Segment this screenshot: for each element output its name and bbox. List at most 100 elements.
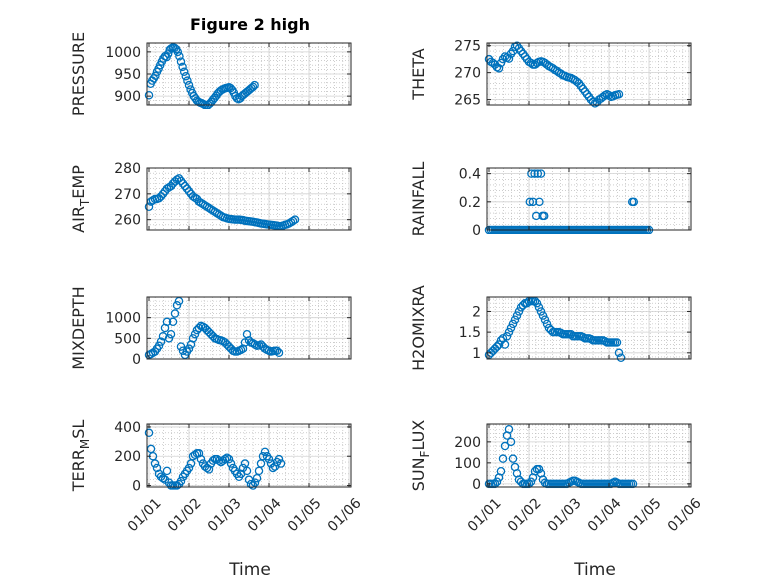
data-point [526,58,536,68]
data-markers [144,296,284,360]
y-tick-label: 1000 [105,311,141,327]
data-point [506,437,516,447]
data-point [530,169,539,178]
y-tick-label: 260 [114,213,141,229]
plot-area [487,168,691,230]
data-point [492,342,502,351]
subplot-6: 1 1.5 2 H2OMIXRA [409,285,692,371]
data-point [494,64,504,73]
data-point [538,311,548,320]
plot-area [487,43,691,105]
y-tick-label: 0 [472,477,481,493]
data-point [268,463,278,473]
data-point [181,71,191,81]
data-markers [484,296,626,363]
subplot-1: 900 950 1000 PRESSURE [69,32,352,116]
y-axis-label: MIXDEPTH [69,286,88,369]
data-point [175,52,184,61]
x-axis-label-left: Time [228,560,271,580]
data-point [236,345,246,355]
data-point [184,344,194,353]
data-point [176,476,186,486]
y-tick-label: 275 [454,39,481,55]
subplot-5: 0 500 1000 MIXDEPTH [69,286,352,370]
data-point [556,328,566,338]
data-point [586,334,596,344]
data-point [614,348,624,358]
data-point [190,450,200,460]
data-point [518,301,528,310]
data-point [504,327,514,337]
data-point [173,47,183,57]
data-point [264,454,274,464]
axes-frame [486,167,692,231]
data-point [156,192,166,201]
data-point [531,211,541,221]
y-axis-label: THETA [409,48,428,100]
data-point [214,456,224,465]
data-point [246,479,256,489]
data-point [260,447,270,457]
data-point [170,309,180,318]
y-tick-label: 270 [114,187,141,203]
axes-frame [146,167,352,231]
data-point [162,466,172,476]
axes-frame [486,423,692,488]
data-point [539,211,549,221]
y-tick-label: 0.4 [459,167,481,183]
data-point [512,311,522,320]
data-point [194,323,204,333]
data-point [176,342,186,351]
y-tick-label: 1000 [105,45,141,61]
data-point [604,91,614,100]
data-point [150,459,160,468]
data-point [166,329,176,339]
data-point [179,67,189,77]
data-markers [484,41,624,108]
y-tick-label: 900 [114,89,141,105]
data-point [208,456,218,465]
data-point [242,466,252,476]
data-point [534,303,544,312]
data-point [526,477,536,486]
data-point [504,424,514,434]
y-tick-label: 280 [114,161,141,177]
data-point [184,186,194,196]
data-point [530,296,540,306]
data-point [151,71,160,81]
data-point [156,337,166,346]
data-markers [144,174,300,231]
data-point [144,202,154,211]
y-tick-label: 200 [114,449,141,465]
data-point [226,459,236,468]
subplot-3: 260 270 280 AIRTEMP [69,161,352,233]
data-point [183,76,192,85]
data-point [540,315,550,324]
data-point [250,80,259,90]
y-axis-label: AIRTEMP [69,165,92,233]
data-point [178,62,187,72]
y-axis-label: PRESSURE [69,32,88,116]
data-point [152,463,162,473]
data-point [250,478,260,487]
subplot-2: 265 270 275 THETA [409,39,692,109]
data-point [527,169,536,178]
data-point [182,184,192,193]
plot-area [147,424,351,487]
axes-frame [146,423,352,488]
data-point [180,181,190,191]
data-point [274,454,284,464]
data-point [164,334,174,343]
data-point [629,197,639,207]
data-point [176,176,186,186]
data-point [154,341,164,351]
data-point [502,332,512,341]
data-point [240,338,250,347]
data-point [188,334,198,343]
y-tick-label: 100 [454,456,481,472]
data-point [288,216,298,226]
data-point [514,307,524,316]
data-markers [144,428,286,490]
data-point [533,169,543,178]
data-point [492,477,502,486]
